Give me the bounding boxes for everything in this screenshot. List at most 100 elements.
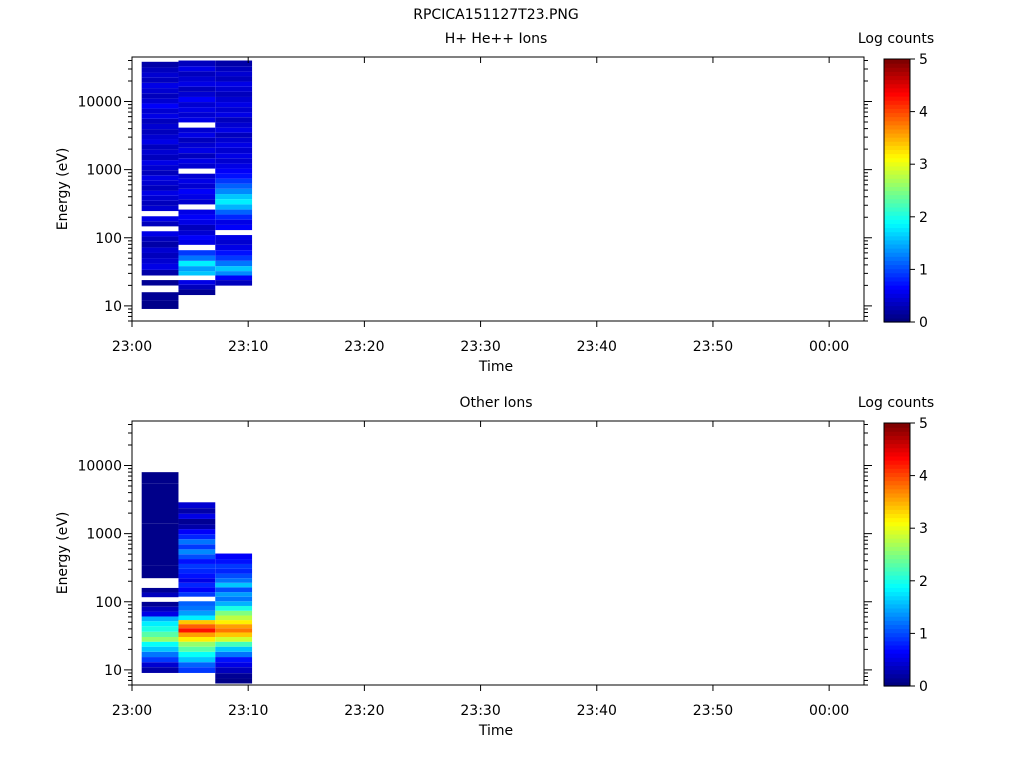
heatmap-cell [141,241,179,248]
heatmap-cell [215,271,253,276]
heatmap-cell [141,592,179,598]
colorbar-swatch [884,447,910,453]
heatmap-cell [141,651,179,658]
heatmap-cell [141,103,179,109]
heatmap-cell [141,170,179,176]
heatmap-cell [141,646,179,652]
heatmap-cell [178,610,216,616]
colorbar-tick-label: 0 [919,679,928,695]
heatmap-cell [141,123,179,130]
colorbar-swatch [884,194,910,200]
heatmap-cell [215,183,253,189]
colorbar-swatch [884,673,910,679]
heatmap-cell [178,66,216,72]
colorbar-tick-label: 2 [919,210,928,226]
colorbar-tick-label: 3 [919,157,928,173]
colorbar-swatch [884,529,910,535]
heatmap-cell [215,559,253,564]
heatmap-cell [215,219,253,225]
heatmap-cell [178,209,216,215]
heatmap-cell [141,280,179,286]
heatmap-cell [141,263,179,270]
colorbar-swatch [884,636,910,642]
heatmap-cell [141,175,179,181]
heatmap-cell [141,98,179,104]
colorbar-tick-label: 4 [919,469,928,485]
x-axis-label: Time [478,723,513,739]
heatmap-cell [141,180,179,186]
y-axis-label: Energy (eV) [55,148,71,231]
heatmap-cell [215,646,253,652]
colorbar-swatch [884,628,910,634]
x-axis-label: Time [478,359,513,375]
heatmap-cell [141,269,179,276]
colorbar-swatch [884,231,910,237]
colorbar-swatch [884,87,910,93]
colorbar-swatch [884,488,910,494]
heatmap-cell [141,200,179,206]
colorbar-swatch [884,91,910,97]
colorbar-tick-label: 0 [919,315,928,331]
heatmap-cell [178,127,216,133]
colorbar-swatch [884,661,910,667]
colorbar: 0 1 2 3 4 5 [883,52,928,331]
colorbar-swatch [884,239,910,245]
colorbar-swatch [884,149,910,155]
heatmap-cell [178,554,216,560]
heatmap-cell [215,244,253,251]
heatmap-cell [215,673,253,679]
heatmap-cell [215,587,253,593]
x-tick-label: 23:40 [577,339,617,355]
colorbar-swatch [884,95,910,101]
colorbar-swatch [884,83,910,89]
heatmap-cell [215,96,253,103]
colorbar-swatch [884,546,910,551]
colorbar-swatch [884,513,910,519]
colorbar-swatch [884,100,910,105]
heatmap-cell [178,549,216,555]
heatmap-cell [178,266,216,272]
heatmap-cell [215,255,253,261]
colorbar-swatch [884,566,910,572]
heatmap-cell [141,601,179,607]
colorbar-swatch [884,554,910,560]
colorbar-swatch [884,264,910,270]
heatmap-cell [178,173,216,179]
heatmap-cell [178,636,216,642]
colorbar-swatch [884,141,910,146]
heatmap-cell [141,113,179,119]
colorbar-swatch [884,71,910,77]
heatmap-cell [141,185,179,191]
heatmap-cell [141,221,179,227]
heatmap-cell [215,86,253,92]
x-tick-label: 23:50 [693,703,733,719]
heatmap-cell [178,76,216,82]
colorbar-swatch [884,305,910,311]
heatmap-cell [178,230,216,236]
colorbar-frame [883,58,911,323]
heatmap-cell [215,112,253,118]
heatmap-cell [141,611,179,617]
heatmap-cell [141,118,179,124]
heatmap-cell [178,147,216,154]
heatmap-cell [215,173,253,179]
heatmap-cell [215,235,253,240]
heatmap-cell [178,60,216,67]
heatmap-cell [178,624,216,629]
heatmap-cell [141,165,179,171]
heatmap-cell [178,280,216,285]
heatmap-cell [215,122,253,128]
heatmap-cell [178,255,216,261]
heatmap-cell [141,523,179,566]
colorbar-swatch [884,599,910,605]
colorbar-swatch [884,59,910,64]
plot-frame [131,420,865,686]
colorbar-swatch [884,313,910,319]
heatmap-cell [215,641,253,647]
colorbar-swatch [884,211,910,216]
heatmap-cell [178,513,216,519]
colorbar-swatch [884,612,910,617]
heatmap-cell [141,616,179,622]
colorbar-swatch [884,616,910,621]
heatmap-cell [141,247,179,253]
